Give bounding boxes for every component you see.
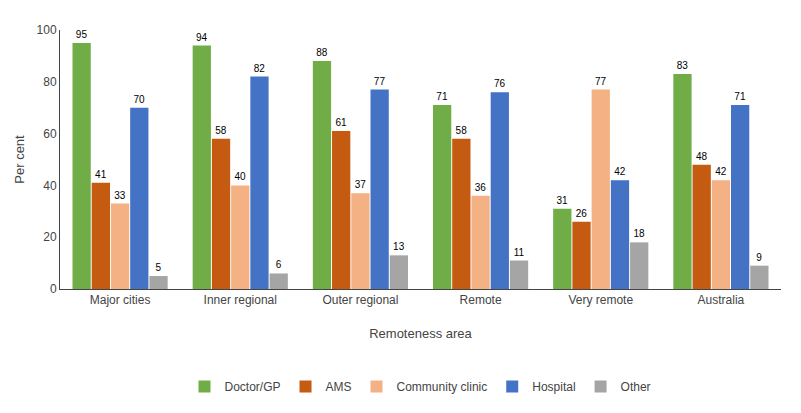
svg-text:Major cities: Major cities [90, 293, 151, 307]
svg-text:88: 88 [316, 47, 328, 58]
svg-text:31: 31 [557, 195, 569, 206]
svg-text:58: 58 [456, 125, 468, 136]
svg-text:40: 40 [234, 171, 246, 182]
svg-text:Outer regional: Outer regional [322, 293, 398, 307]
svg-text:26: 26 [576, 208, 588, 219]
svg-text:71: 71 [436, 91, 448, 102]
svg-text:37: 37 [355, 179, 367, 190]
svg-text:61: 61 [335, 117, 347, 128]
svg-text:77: 77 [374, 76, 386, 87]
svg-text:Remoteness area: Remoteness area [369, 326, 472, 341]
svg-text:Australia: Australia [698, 293, 745, 307]
svg-text:13: 13 [393, 241, 405, 252]
svg-text:Doctor/GP: Doctor/GP [225, 380, 281, 394]
svg-text:42: 42 [614, 166, 626, 177]
svg-text:6: 6 [276, 259, 282, 270]
svg-text:0: 0 [50, 282, 57, 296]
svg-text:60: 60 [43, 127, 57, 141]
svg-text:Other: Other [621, 380, 651, 394]
svg-text:Remote: Remote [460, 293, 502, 307]
svg-text:100: 100 [37, 23, 57, 37]
svg-text:5: 5 [156, 262, 162, 273]
svg-text:71: 71 [734, 91, 746, 102]
svg-text:Community clinic: Community clinic [397, 380, 488, 394]
svg-text:41: 41 [95, 169, 107, 180]
svg-text:40: 40 [43, 179, 57, 193]
svg-text:AMS: AMS [326, 380, 352, 394]
svg-text:83: 83 [677, 60, 689, 71]
svg-text:58: 58 [215, 125, 227, 136]
svg-text:20: 20 [43, 230, 57, 244]
svg-text:Very remote: Very remote [568, 293, 633, 307]
svg-text:77: 77 [595, 76, 607, 87]
svg-text:Inner regional: Inner regional [204, 293, 277, 307]
svg-text:95: 95 [76, 29, 88, 40]
svg-text:Per cent: Per cent [12, 135, 27, 184]
svg-text:48: 48 [696, 151, 708, 162]
svg-text:36: 36 [475, 182, 487, 193]
svg-text:18: 18 [633, 228, 645, 239]
svg-text:70: 70 [134, 94, 146, 105]
svg-text:94: 94 [196, 32, 208, 43]
svg-text:76: 76 [494, 78, 506, 89]
svg-text:82: 82 [254, 63, 266, 74]
svg-text:11: 11 [514, 247, 525, 258]
svg-text:80: 80 [43, 75, 57, 89]
svg-text:Hospital: Hospital [532, 380, 575, 394]
svg-text:33: 33 [114, 190, 126, 201]
svg-text:42: 42 [715, 166, 727, 177]
svg-text:9: 9 [756, 252, 762, 263]
